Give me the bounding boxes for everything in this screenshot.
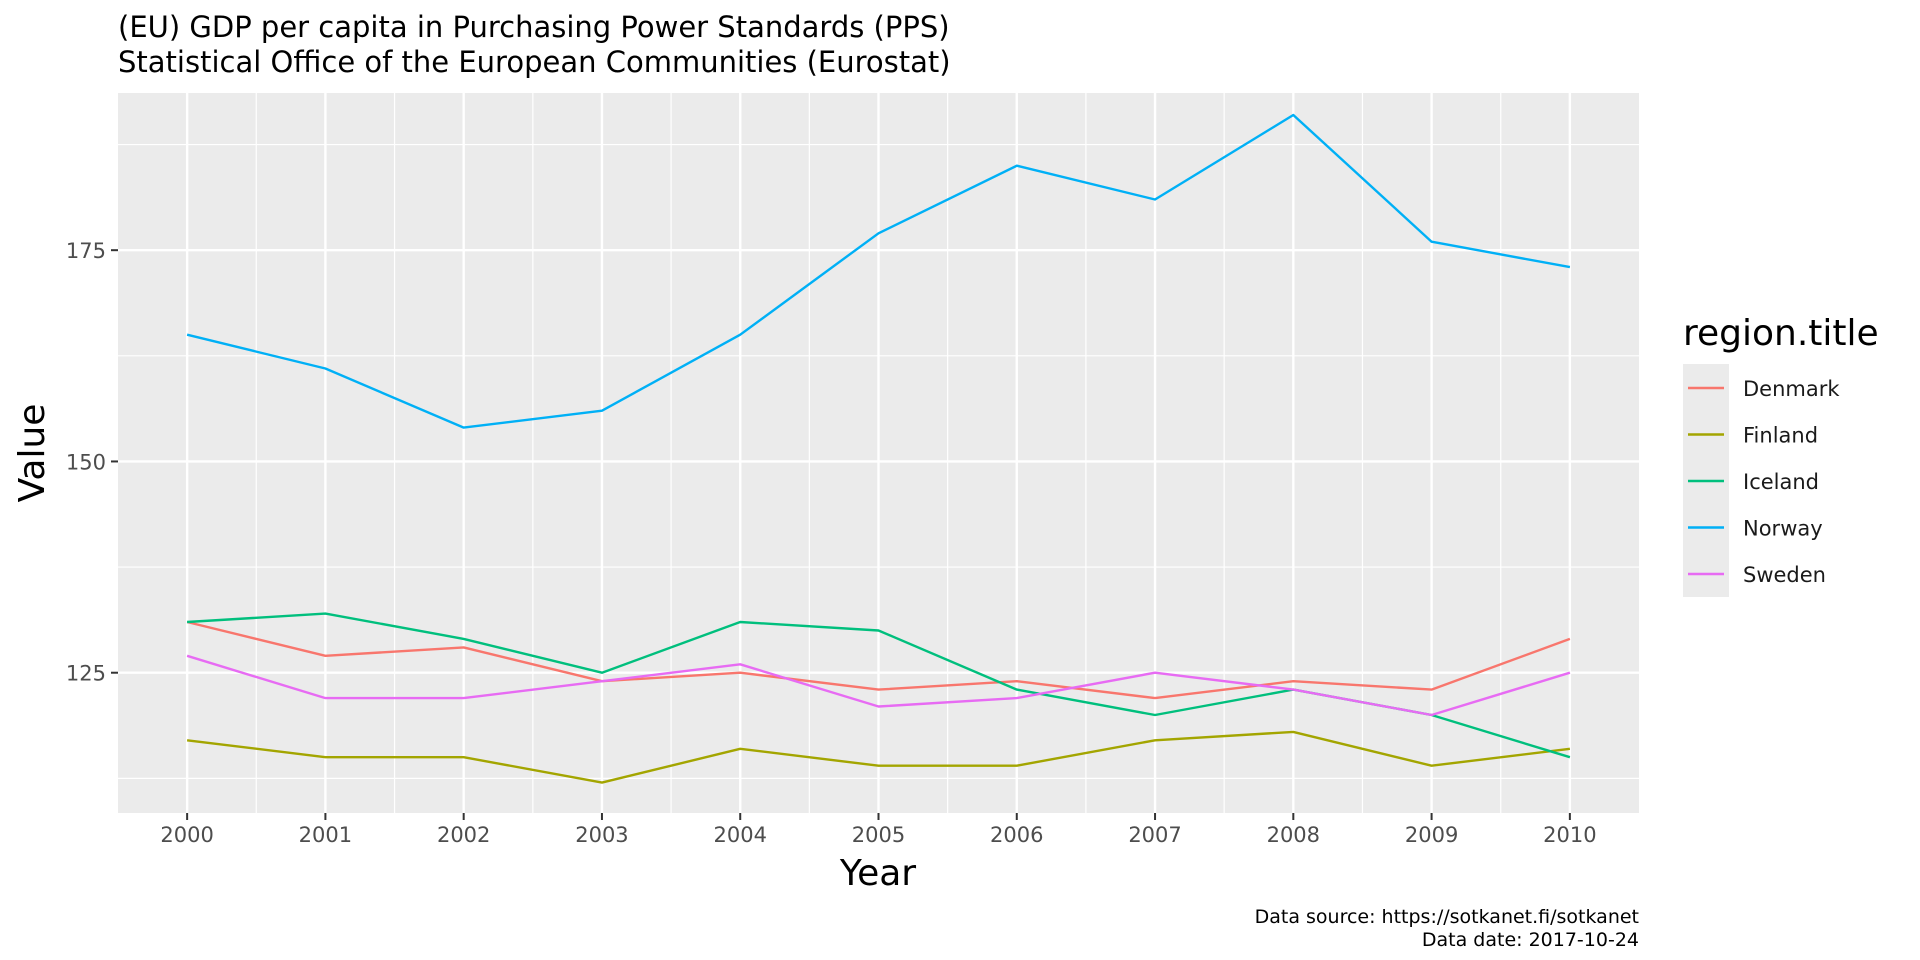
legend-label-sweden: Sweden bbox=[1743, 563, 1826, 587]
legend-label-finland: Finland bbox=[1743, 424, 1818, 448]
x-tick-label: 2008 bbox=[1267, 823, 1320, 847]
x-tick-label: 2010 bbox=[1543, 823, 1596, 847]
x-tick-label: 2001 bbox=[299, 823, 352, 847]
x-tick-label: 2007 bbox=[1128, 823, 1181, 847]
series-line-norway bbox=[186, 113, 1571, 429]
x-tick-label: 2006 bbox=[990, 823, 1043, 847]
caption-data-source: Data source: https://sotkanet.fi/sotkane… bbox=[1255, 906, 1639, 928]
x-tick-label: 2002 bbox=[437, 823, 490, 847]
legend: Denmark Finland Iceland Norway Sweden bbox=[1688, 377, 1840, 587]
series-lines bbox=[186, 113, 1571, 784]
x-tick-label: 2004 bbox=[714, 823, 767, 847]
y-axis: 125 150 175 bbox=[66, 239, 118, 686]
y-axis-title: Value bbox=[12, 404, 53, 503]
x-axis: 2000 2001 2002 2003 2004 2005 2006 2007 2008 2009… bbox=[160, 813, 1597, 847]
legend-label-norway: Norway bbox=[1743, 517, 1823, 541]
major-gridlines bbox=[118, 93, 1639, 813]
x-tick-label: 2005 bbox=[852, 823, 905, 847]
series-line-sweden bbox=[186, 654, 1571, 717]
series-line-denmark bbox=[186, 620, 1571, 700]
chart-subtitle: Statistical Office of the European Commu… bbox=[118, 45, 951, 79]
chart-title: (EU) GDP per capita in Purchasing Power … bbox=[118, 10, 950, 44]
legend-label-iceland: Iceland bbox=[1743, 470, 1819, 494]
y-tick-label: 150 bbox=[66, 450, 106, 474]
x-tick-label: 2000 bbox=[160, 823, 213, 847]
y-tick-label: 175 bbox=[66, 239, 106, 263]
caption-data-date: Data date: 2017-10-24 bbox=[1422, 929, 1639, 951]
y-tick-label: 125 bbox=[66, 662, 106, 686]
x-tick-label: 2009 bbox=[1405, 823, 1458, 847]
series-line-finland bbox=[186, 730, 1571, 784]
x-axis-title: Year bbox=[839, 853, 916, 894]
x-tick-label: 2003 bbox=[575, 823, 628, 847]
legend-title: region.title bbox=[1683, 313, 1879, 354]
legend-label-denmark: Denmark bbox=[1743, 377, 1840, 401]
